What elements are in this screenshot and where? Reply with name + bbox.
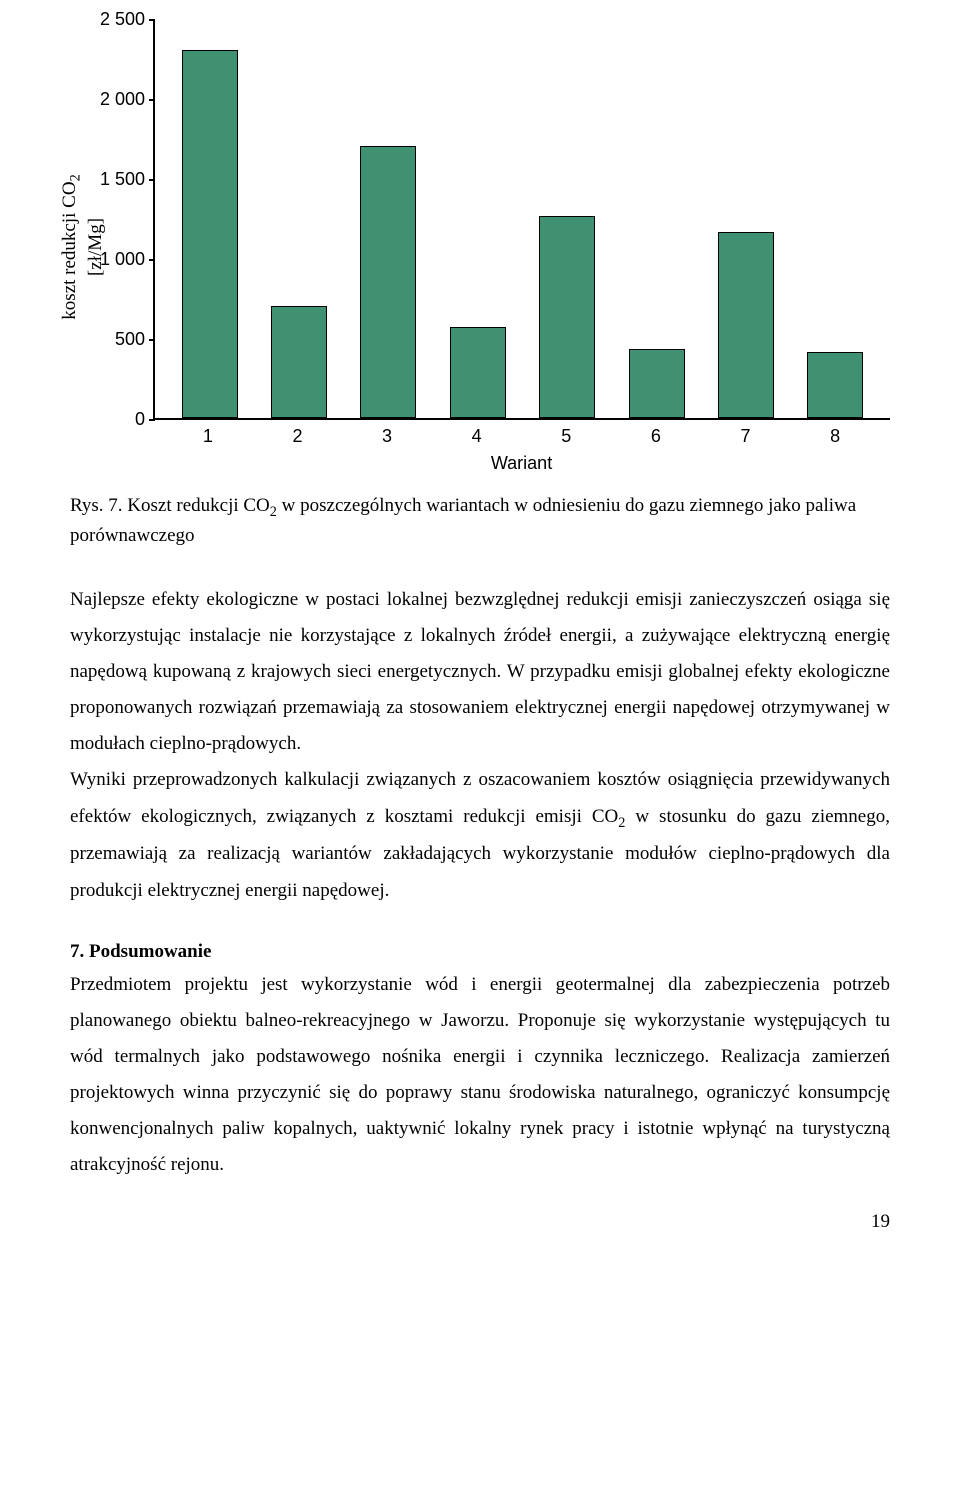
bar [539,216,595,418]
x-axis-label: Wariant [153,453,890,474]
x-tick-label: 5 [538,420,594,447]
chart-plot-area [153,20,890,420]
bar [360,146,416,418]
bar [182,50,238,418]
body-paragraphs: Najlepsze efekty ekologiczne w postaci l… [70,582,890,909]
x-tick-label: 4 [449,420,505,447]
figure-caption: Rys. 7. Koszt redukcji CO2 w poszczególn… [70,492,890,550]
bar [718,232,774,418]
paragraph-1: Najlepsze efekty ekologiczne w postaci l… [70,582,890,762]
y-tick-mark [149,19,155,21]
x-tick-label: 6 [628,420,684,447]
paragraph-2: Wyniki przeprowadzonych kalkulacji związ… [70,762,890,908]
chart-body: 2 5002 0001 5001 0005000 [100,20,890,420]
x-tick-label: 1 [180,420,236,447]
x-tick-label: 7 [718,420,774,447]
x-tick-label: 3 [359,420,415,447]
section-heading: 7. Podsumowanie [70,941,890,963]
page-number: 19 [70,1211,890,1233]
y-axis-ticks: 2 5002 0001 5001 0005000 [100,20,153,420]
bar [807,352,863,418]
y-axis-label: koszt redukcji CO2[zł/Mg] [59,174,107,319]
bar [271,306,327,418]
x-tick-label: 2 [269,420,325,447]
y-tick-mark [149,339,155,341]
paragraph-3: Przedmiotem projektu jest wykorzystanie … [70,967,890,1184]
y-tick-mark [149,179,155,181]
y-tick-mark [149,99,155,101]
y-tick-mark [149,259,155,261]
x-tick-label: 8 [807,420,863,447]
bar [629,349,685,418]
x-axis-ticks: 1 2 3 4 5 6 7 8 [153,420,890,447]
chart-container: koszt redukcji CO2[zł/Mg] 2 5002 0001 50… [50,20,890,474]
bar [450,327,506,418]
